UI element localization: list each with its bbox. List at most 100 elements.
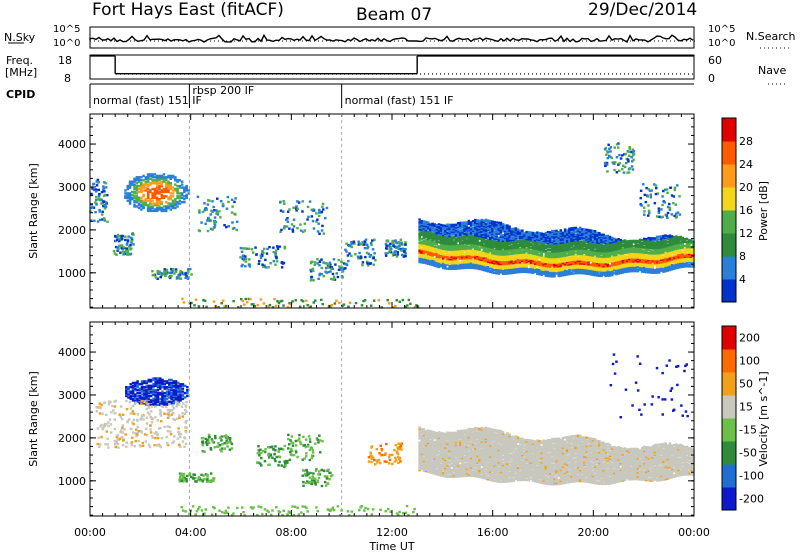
data-cell bbox=[231, 199, 234, 201]
data-cell bbox=[140, 176, 143, 178]
data-cell bbox=[140, 182, 143, 184]
data-cell bbox=[630, 156, 633, 158]
data-cell bbox=[244, 265, 247, 267]
data-cell bbox=[207, 203, 210, 205]
data-cell bbox=[647, 252, 650, 254]
data-cell bbox=[249, 298, 252, 300]
data-cell bbox=[583, 235, 586, 237]
data-cell bbox=[629, 148, 632, 150]
data-cell bbox=[440, 264, 443, 266]
data-cell bbox=[296, 227, 299, 229]
data-cell bbox=[310, 305, 313, 307]
data-cell bbox=[248, 258, 251, 260]
data-cell bbox=[613, 169, 616, 171]
data-cell bbox=[246, 301, 249, 303]
data-cell bbox=[174, 176, 177, 178]
data-cell bbox=[436, 246, 439, 248]
data-cell bbox=[105, 186, 108, 188]
data-cell bbox=[632, 168, 635, 170]
data-cell bbox=[468, 232, 471, 234]
data-cell bbox=[305, 300, 308, 302]
data-cell bbox=[611, 157, 614, 159]
data-cell bbox=[620, 157, 623, 159]
data-cell bbox=[248, 248, 251, 250]
data-cell bbox=[176, 185, 179, 187]
data-cell bbox=[671, 235, 674, 237]
data-cell bbox=[664, 240, 667, 242]
data-cell bbox=[489, 253, 492, 255]
data-cell bbox=[284, 247, 287, 249]
data-cell bbox=[686, 241, 689, 243]
data-cell bbox=[612, 162, 615, 164]
data-cell bbox=[363, 243, 366, 245]
data-cell bbox=[319, 261, 322, 263]
data-cell bbox=[478, 220, 481, 222]
data-cell bbox=[643, 246, 646, 248]
data-cell bbox=[93, 220, 96, 222]
data-cell bbox=[478, 247, 481, 249]
data-cell bbox=[163, 195, 166, 197]
data-cell bbox=[151, 179, 154, 181]
data-cell bbox=[495, 224, 498, 226]
data-cell bbox=[675, 235, 678, 237]
data-cell bbox=[138, 185, 141, 187]
data-cell bbox=[273, 260, 276, 262]
data-cell bbox=[174, 188, 177, 190]
data-cell bbox=[369, 263, 372, 265]
data-cell bbox=[371, 239, 374, 241]
data-cell bbox=[637, 260, 640, 262]
data-cell bbox=[280, 229, 283, 231]
data-cell bbox=[103, 201, 106, 203]
data-cell bbox=[161, 207, 164, 209]
data-cell bbox=[604, 162, 607, 164]
data-cell bbox=[118, 235, 121, 237]
data-cell bbox=[316, 219, 319, 221]
data-cell bbox=[311, 215, 314, 217]
data-cell bbox=[517, 259, 520, 261]
data-cell bbox=[176, 205, 179, 207]
data-cell bbox=[317, 223, 320, 225]
data-cell bbox=[127, 200, 130, 202]
data-cell bbox=[95, 190, 98, 192]
data-cell bbox=[242, 255, 245, 257]
data-cell bbox=[373, 300, 376, 302]
data-cell bbox=[147, 200, 150, 202]
data-cell bbox=[631, 165, 634, 167]
data-cell bbox=[534, 232, 537, 234]
data-cell bbox=[667, 206, 670, 208]
data-cell bbox=[140, 197, 143, 199]
data-cell bbox=[215, 209, 218, 211]
data-cell bbox=[174, 207, 177, 209]
data-cell bbox=[628, 151, 631, 153]
data-cell bbox=[485, 257, 488, 259]
cpid-segment-label: normal (fast) 151 IF bbox=[345, 94, 454, 107]
data-cell bbox=[167, 205, 170, 207]
data-cell bbox=[244, 247, 247, 249]
data-cell bbox=[389, 243, 392, 245]
data-cell bbox=[350, 255, 353, 257]
data-cell bbox=[513, 265, 516, 267]
data-cell bbox=[321, 229, 324, 231]
data-cell bbox=[161, 181, 164, 183]
data-cell bbox=[161, 194, 164, 196]
data-cell bbox=[183, 201, 186, 203]
data-cell bbox=[275, 257, 278, 259]
data-cell bbox=[281, 266, 284, 268]
data-cell bbox=[292, 207, 295, 209]
data-cell bbox=[138, 197, 141, 199]
data-cell bbox=[318, 264, 321, 266]
data-cell bbox=[103, 195, 106, 197]
data-cell bbox=[241, 265, 244, 267]
data-cell bbox=[180, 278, 183, 280]
data-cell bbox=[151, 173, 154, 175]
data-cell bbox=[130, 237, 133, 239]
data-cell bbox=[275, 249, 278, 251]
data-cell bbox=[165, 195, 168, 197]
data-cell bbox=[136, 195, 139, 197]
data-cell bbox=[365, 239, 368, 241]
data-cell bbox=[151, 202, 154, 204]
data-cell bbox=[198, 229, 201, 231]
data-cell bbox=[320, 258, 323, 260]
data-cell bbox=[161, 175, 164, 177]
data-cell bbox=[506, 233, 509, 235]
